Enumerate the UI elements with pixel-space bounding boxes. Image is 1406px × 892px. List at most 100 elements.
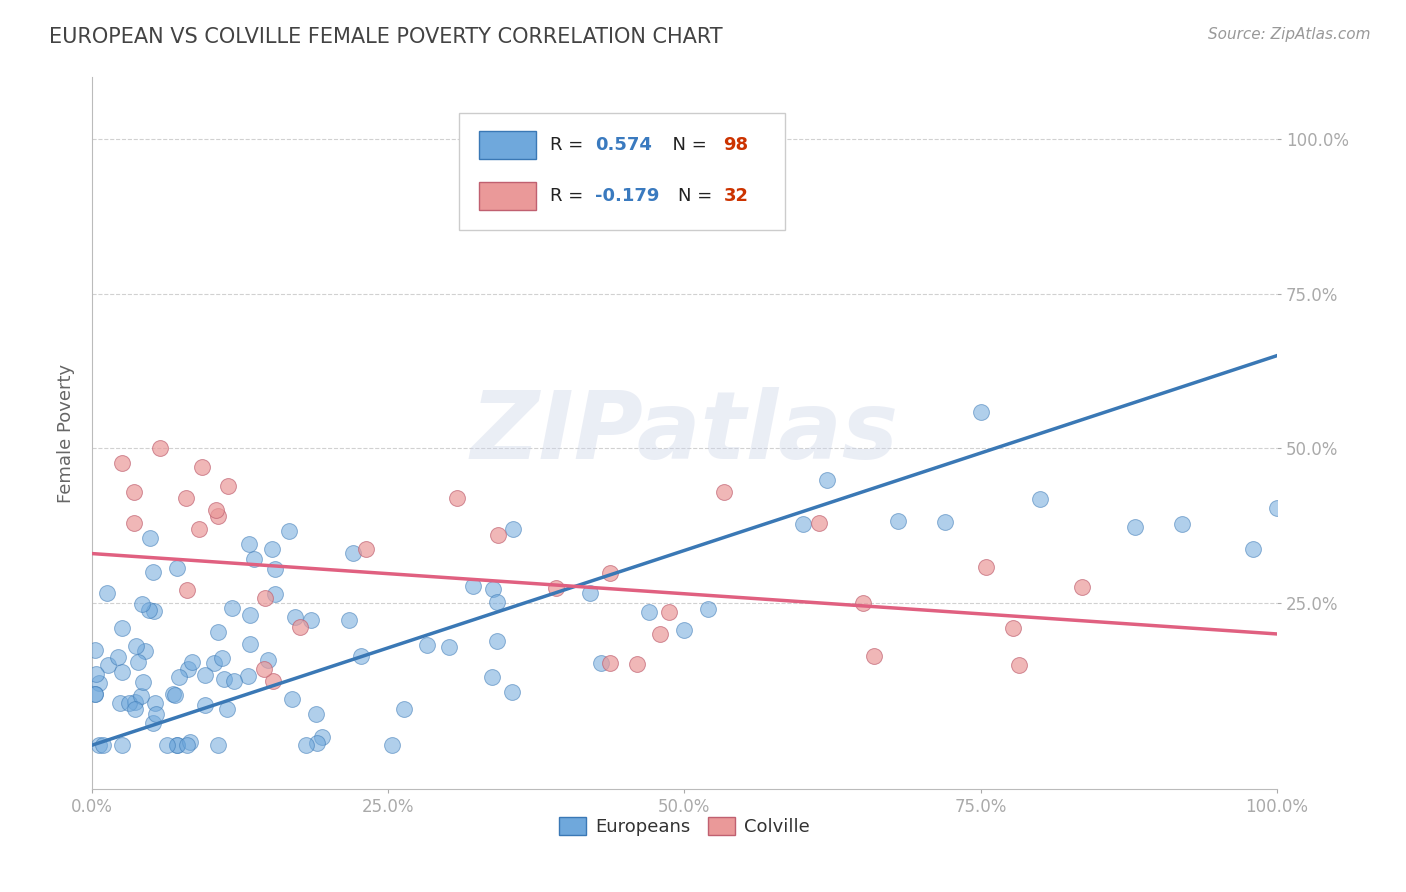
- Point: [139, 532, 162, 546]
- Point: [84, 666, 107, 681]
- Point: [546, 582, 568, 596]
- Point: [149, 442, 172, 456]
- Point: [599, 656, 621, 670]
- Point: [437, 640, 460, 654]
- Point: [481, 670, 503, 684]
- Point: [83, 687, 105, 701]
- Point: [207, 508, 229, 523]
- Point: [166, 560, 188, 574]
- Point: [485, 595, 508, 609]
- Point: [486, 633, 509, 648]
- Bar: [479, 131, 536, 159]
- Point: [131, 597, 153, 611]
- Point: [239, 636, 262, 650]
- Point: [156, 738, 179, 752]
- Point: [122, 484, 145, 499]
- Point: [1071, 580, 1094, 594]
- Point: [191, 460, 214, 475]
- Point: [91, 738, 114, 752]
- Point: [177, 662, 200, 676]
- Point: [142, 715, 165, 730]
- Point: [1171, 516, 1194, 531]
- Point: [96, 585, 118, 599]
- Point: [733, 206, 755, 220]
- Point: [87, 675, 110, 690]
- Point: [281, 692, 304, 706]
- Legend: Europeans, Colville: Europeans, Colville: [551, 810, 817, 844]
- Point: [264, 587, 287, 601]
- Point: [205, 503, 228, 517]
- Point: [392, 702, 415, 716]
- Point: [193, 698, 215, 712]
- Point: [886, 515, 908, 529]
- Point: [1029, 492, 1052, 507]
- Point: [637, 605, 659, 619]
- Point: [253, 662, 276, 676]
- Point: [243, 552, 266, 566]
- Point: [253, 591, 276, 606]
- Point: [166, 738, 188, 752]
- Point: [217, 478, 239, 492]
- Point: [84, 687, 107, 701]
- Point: [110, 738, 132, 752]
- Point: [145, 707, 167, 722]
- Point: [974, 560, 997, 574]
- Point: [673, 623, 696, 637]
- Point: [224, 674, 246, 689]
- Text: 32: 32: [724, 187, 748, 205]
- Text: Source: ZipAtlas.com: Source: ZipAtlas.com: [1208, 27, 1371, 42]
- Point: [1241, 542, 1264, 557]
- Point: [132, 674, 155, 689]
- Point: [211, 651, 233, 665]
- Point: [502, 522, 524, 536]
- Point: [792, 516, 814, 531]
- Point: [167, 670, 190, 684]
- Point: [307, 735, 329, 749]
- Point: [165, 688, 187, 702]
- Text: 0.574: 0.574: [596, 136, 652, 154]
- Point: [808, 516, 831, 530]
- Point: [176, 738, 198, 752]
- Point: [446, 491, 468, 505]
- Point: [354, 541, 377, 556]
- Text: R =: R =: [550, 187, 589, 205]
- Point: [591, 656, 613, 670]
- Point: [176, 582, 198, 597]
- Point: [969, 405, 991, 419]
- Bar: [479, 182, 536, 211]
- Point: [107, 649, 129, 664]
- Point: [650, 626, 672, 640]
- Point: [202, 657, 225, 671]
- Point: [260, 542, 283, 557]
- Point: [342, 546, 364, 560]
- Point: [1265, 501, 1288, 516]
- Point: [349, 649, 371, 664]
- Point: [862, 649, 884, 664]
- Text: N =: N =: [661, 136, 711, 154]
- Point: [852, 596, 875, 610]
- Point: [284, 609, 307, 624]
- Point: [143, 696, 166, 710]
- Point: [111, 621, 134, 635]
- Point: [124, 695, 146, 709]
- Point: [262, 673, 284, 688]
- Point: [142, 604, 165, 618]
- Point: [626, 657, 648, 672]
- Point: [337, 613, 360, 627]
- Point: [1008, 657, 1031, 672]
- Point: [212, 672, 235, 686]
- Point: [599, 566, 621, 580]
- Point: [84, 642, 107, 657]
- Point: [697, 602, 720, 616]
- Point: [1123, 520, 1146, 534]
- Point: [97, 657, 120, 672]
- Point: [579, 586, 602, 600]
- Point: [118, 697, 141, 711]
- Point: [131, 690, 153, 704]
- Point: [215, 701, 238, 715]
- Point: [194, 667, 217, 681]
- Point: [110, 665, 132, 679]
- Text: R =: R =: [550, 136, 589, 154]
- Point: [162, 687, 184, 701]
- Point: [188, 522, 211, 536]
